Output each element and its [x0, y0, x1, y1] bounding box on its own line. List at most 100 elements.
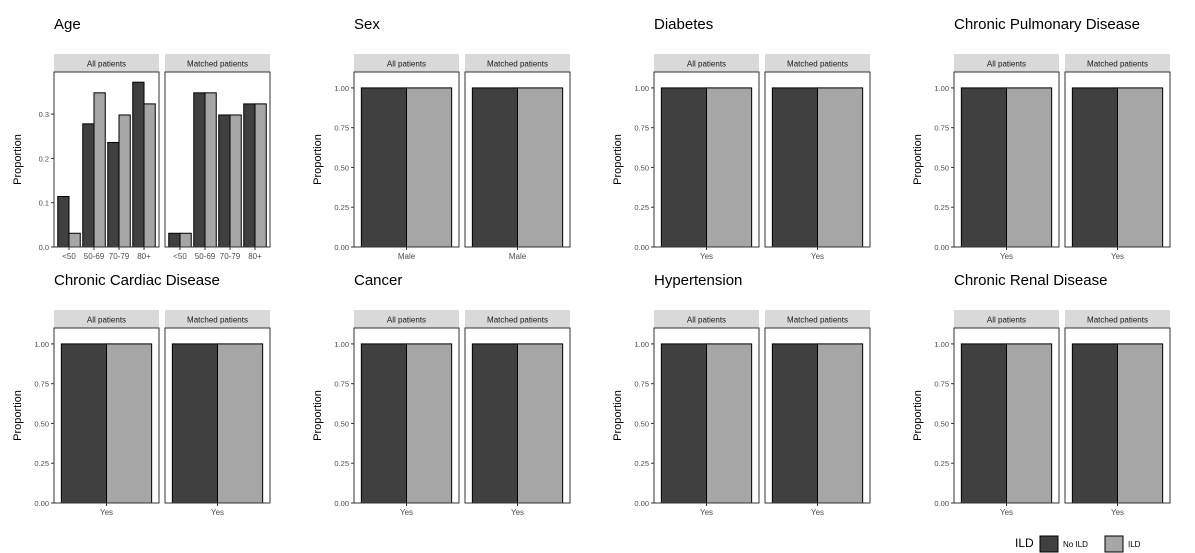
y-tick-label: 0.1 — [39, 199, 49, 208]
y-tick-label: 0.00 — [934, 499, 949, 508]
x-tick-label: <50 — [62, 252, 76, 261]
y-tick-label: 0.75 — [934, 380, 949, 389]
bar — [217, 343, 264, 504]
legend-label: ILD — [1128, 540, 1141, 549]
facet-strip — [654, 54, 759, 72]
y-axis-label: Proportion — [912, 390, 924, 441]
bar — [360, 343, 408, 504]
facet-strip — [954, 54, 1059, 72]
y-tick-label: 0.75 — [934, 124, 949, 133]
x-tick-label: 80+ — [248, 252, 262, 261]
facet-label: Matched patients — [1087, 60, 1148, 69]
facet-strip — [765, 54, 870, 72]
x-tick-label: Yes — [1000, 252, 1013, 261]
y-tick-label: 1.00 — [634, 84, 649, 93]
panel-border — [653, 71, 760, 248]
bar — [68, 232, 81, 248]
panel-border — [53, 71, 160, 248]
bar — [143, 103, 156, 248]
x-tick-label: Yes — [700, 508, 713, 517]
bar — [132, 81, 145, 248]
y-tick-label: 0.25 — [334, 459, 349, 468]
y-tick-label: 0.25 — [634, 459, 649, 468]
bar — [771, 343, 818, 504]
bar — [60, 343, 107, 504]
bar — [168, 232, 181, 248]
bar — [1117, 87, 1164, 248]
facet-label: All patients — [87, 316, 126, 325]
bar — [118, 114, 131, 248]
y-axis-label: Proportion — [12, 134, 24, 185]
y-axis-label: Proportion — [612, 134, 624, 185]
facet-label: Matched patients — [187, 316, 248, 325]
chart-title: Diabetes — [654, 16, 713, 33]
facet-label: Matched patients — [787, 316, 848, 325]
panel-border — [953, 327, 1060, 504]
x-tick-label: Yes — [811, 508, 824, 517]
bar — [406, 87, 453, 248]
x-tick-label: Male — [509, 252, 527, 261]
y-tick-label: 1.00 — [334, 340, 349, 349]
facet-strip — [954, 310, 1059, 328]
legend-label: No ILD — [1063, 540, 1088, 549]
bar — [706, 87, 753, 248]
x-tick-label: 50-69 — [195, 252, 216, 261]
bar — [1006, 343, 1053, 504]
x-tick-label: Yes — [1000, 508, 1013, 517]
y-tick-label: 0.50 — [334, 163, 349, 172]
facet-strip — [654, 310, 759, 328]
y-axis-label: Proportion — [612, 390, 624, 441]
y-tick-label: 0.00 — [634, 243, 649, 252]
x-tick-label: Yes — [100, 508, 113, 517]
y-tick-label: 0.25 — [334, 203, 349, 212]
facet-strip — [354, 310, 459, 328]
facet-label: Matched patients — [187, 60, 248, 69]
chart-title: Chronic Renal Disease — [954, 272, 1107, 289]
y-tick-label: 0.25 — [934, 459, 949, 468]
x-tick-label: <50 — [173, 252, 187, 261]
y-tick-label: 0.00 — [334, 243, 349, 252]
bar — [471, 87, 519, 248]
y-tick-label: 0.25 — [934, 203, 949, 212]
bar — [193, 92, 206, 248]
x-tick-label: Yes — [1111, 508, 1124, 517]
y-tick-label: 0.00 — [934, 243, 949, 252]
bar — [229, 114, 242, 248]
y-tick-label: 0.00 — [634, 499, 649, 508]
y-tick-label: 0.50 — [634, 419, 649, 428]
panel-border — [653, 327, 760, 504]
chart-title: Cancer — [354, 272, 402, 289]
chart-title: Chronic Pulmonary Disease — [954, 16, 1140, 33]
x-tick-label: Yes — [511, 508, 524, 517]
facet-strip — [54, 54, 159, 72]
bar — [171, 343, 219, 504]
bar — [771, 87, 818, 248]
x-tick-label: 70-79 — [109, 252, 130, 261]
y-tick-label: 0.25 — [634, 203, 649, 212]
bar — [660, 343, 707, 504]
bar — [660, 87, 707, 248]
facet-label: All patients — [387, 316, 426, 325]
panel-border — [464, 71, 571, 248]
facet-label: All patients — [987, 316, 1026, 325]
bar — [817, 87, 864, 248]
panel-border — [1064, 71, 1171, 248]
panel-border — [53, 327, 160, 504]
y-tick-label: 0.75 — [634, 380, 649, 389]
bar — [517, 343, 564, 504]
bar — [471, 343, 519, 504]
y-tick-label: 0.50 — [934, 419, 949, 428]
x-tick-label: 50-69 — [84, 252, 105, 261]
chart-title: Chronic Cardiac Disease — [54, 272, 220, 289]
bar — [57, 195, 70, 248]
facet-label: All patients — [87, 60, 126, 69]
bar — [360, 87, 408, 248]
x-tick-label: Yes — [811, 252, 824, 261]
y-tick-label: 1.00 — [934, 340, 949, 349]
chart-title: Hypertension — [654, 272, 742, 289]
y-tick-label: 0.50 — [634, 163, 649, 172]
y-tick-label: 0.75 — [634, 124, 649, 133]
y-tick-label: 1.00 — [34, 340, 49, 349]
panel-border — [953, 71, 1060, 248]
